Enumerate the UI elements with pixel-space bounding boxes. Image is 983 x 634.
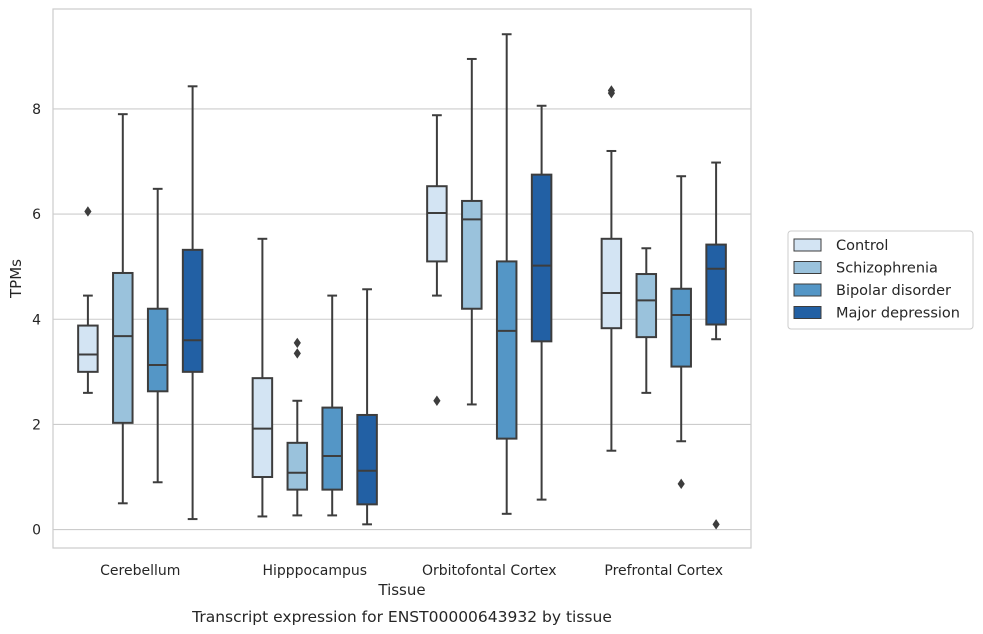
box-body [146, 307, 169, 393]
box-body [356, 413, 378, 506]
box-plot [321, 294, 343, 517]
x-axis-label: Tissue [377, 581, 425, 599]
y-tick-label: 0 [32, 523, 41, 539]
box-plot [112, 113, 134, 505]
y-tick-label: 8 [32, 102, 41, 118]
y-tick-label: 6 [32, 207, 41, 223]
y-tick-labels: 0 2 4 6 8 [32, 102, 41, 539]
box-groups [77, 33, 727, 530]
box-plot [461, 57, 483, 406]
box-plot [600, 85, 623, 452]
box-body [181, 248, 204, 373]
outlier-point [712, 519, 720, 530]
box-plot [181, 85, 204, 521]
legend-swatch [793, 261, 822, 274]
box-plot [251, 237, 274, 518]
outlier-point [293, 348, 301, 359]
box-body [635, 273, 658, 339]
y-tick-label: 4 [32, 312, 41, 328]
legend-item: Schizophrenia [793, 261, 938, 277]
y-axis-label: TPMs [7, 259, 25, 299]
legend-item: Bipolar disorder [793, 283, 951, 299]
y-tick-label: 2 [32, 417, 41, 433]
outlier-point [607, 85, 615, 96]
plot-frame [52, 8, 752, 549]
legend-item: Major depression [793, 306, 960, 322]
legend-item: Control [793, 238, 888, 254]
box-body [321, 406, 343, 491]
legend-swatch [793, 283, 822, 297]
legend-label: Bipolar disorder [836, 283, 951, 299]
box-body [112, 271, 134, 424]
x-tick-label: Orbitofontal Cortex [422, 563, 557, 579]
legend-label: Schizophrenia [836, 261, 938, 277]
legend: Control Schizophrenia Bipolar disorder Majo… [787, 230, 974, 330]
x-tick-labels: Cerebellum Hipppocampus Orbitofontal Corte… [100, 563, 723, 579]
box-plot [77, 206, 99, 394]
outlier-point [293, 337, 301, 349]
box-body [461, 199, 483, 310]
box-body [251, 377, 274, 479]
box-plot [146, 187, 169, 484]
outlier-point [433, 395, 441, 406]
legend-swatch [793, 238, 822, 252]
box-body [530, 173, 553, 343]
chart-caption: Transcript expression for ENST0000064393… [191, 608, 612, 626]
box-body [426, 185, 448, 263]
outlier-point [84, 206, 92, 217]
legend-frame [787, 230, 974, 330]
box-plot [286, 337, 309, 517]
box-body [670, 287, 692, 368]
outlier-point [677, 478, 685, 490]
box-body [495, 260, 518, 440]
box-plot [426, 114, 448, 406]
gridlines [53, 108, 751, 531]
x-tick-label: Hipppocampus [262, 563, 367, 579]
x-tick-label: Prefrontal Cortex [604, 563, 723, 579]
legend-label: Major depression [836, 306, 960, 322]
box-plot [635, 247, 658, 394]
box-plot [495, 33, 518, 515]
box-body [77, 324, 99, 373]
box-body [705, 243, 727, 326]
x-tick-label: Cerebellum [100, 563, 180, 579]
box-plot [530, 104, 553, 501]
legend-swatch [793, 306, 822, 319]
box-body [600, 237, 623, 330]
box-plot [705, 161, 727, 530]
box-plot [356, 288, 378, 526]
box-plot [670, 175, 692, 490]
legend-label: Control [836, 238, 888, 254]
box-body [286, 441, 309, 491]
